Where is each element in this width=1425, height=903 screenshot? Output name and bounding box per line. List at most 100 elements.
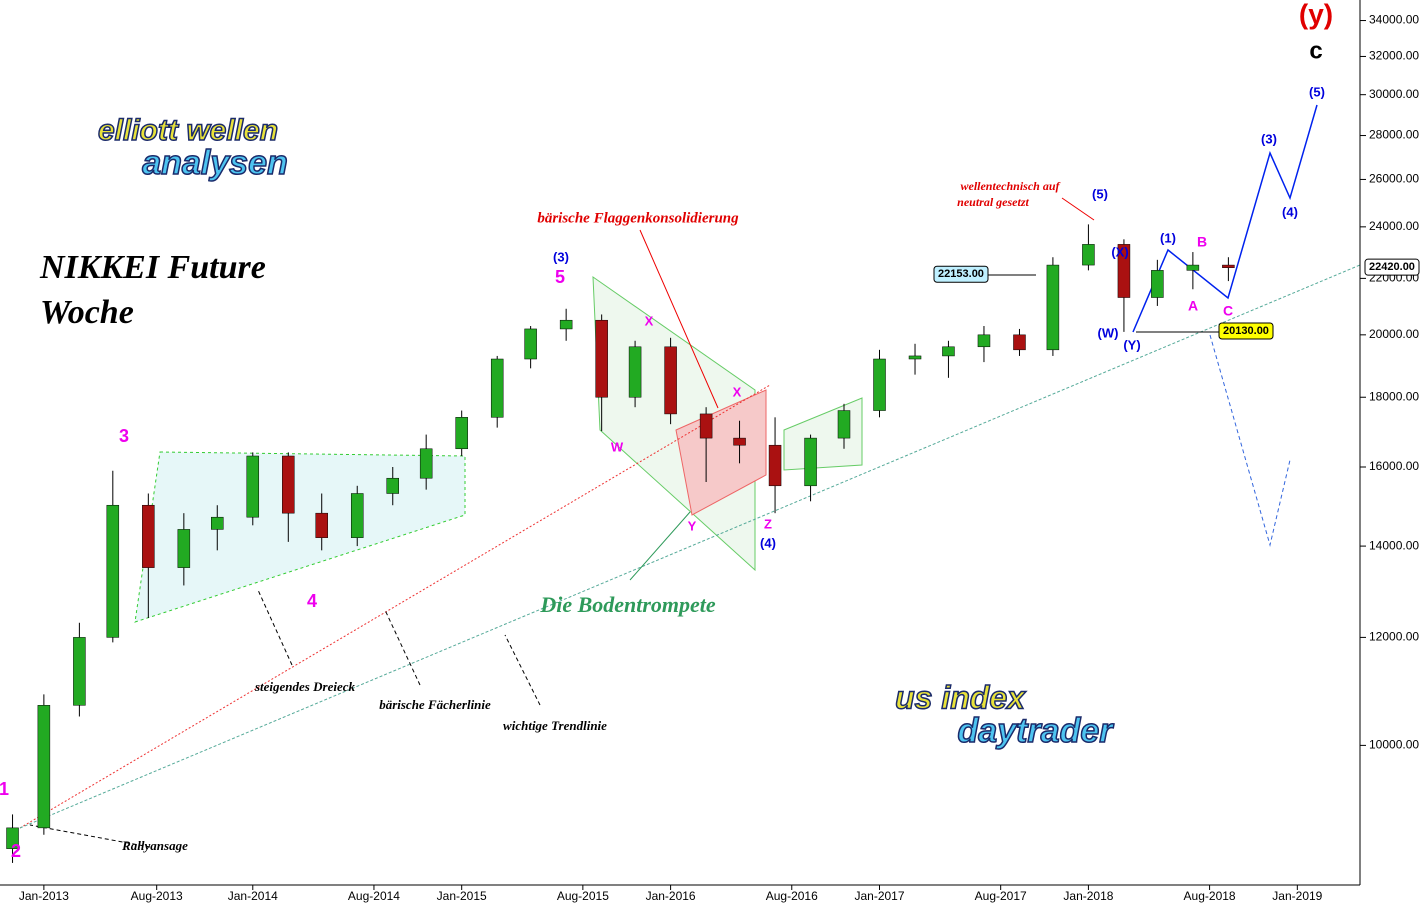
x-tick-label: Aug-2017: [975, 889, 1027, 903]
annotation: neutral gesetzt: [957, 195, 1029, 209]
logo-text: us index: [895, 679, 1026, 715]
trend-line: [19, 264, 1361, 829]
x-tick-label: Jan-2017: [854, 889, 904, 903]
annotation: 2: [11, 841, 21, 861]
annotation: X: [733, 384, 742, 399]
annotation: (4): [760, 535, 776, 550]
y-tick-label: 26000.00: [1369, 172, 1419, 186]
annotation: Rallyansage: [121, 838, 188, 853]
y-tick-label: 28000.00: [1369, 128, 1419, 142]
annotation: (W): [1098, 325, 1119, 340]
annotation: bärische Flaggenkonsolidierung: [537, 210, 739, 226]
annotation: A: [1188, 298, 1198, 314]
y-tick-label: 20000.00: [1369, 327, 1419, 341]
y-tick-label: 34000.00: [1369, 13, 1419, 27]
price-label: 22420.00: [1369, 261, 1415, 273]
candle-body: [628, 346, 642, 398]
candle-body: [1186, 264, 1200, 271]
annotation: Z: [764, 516, 772, 531]
x-tick-label: Jan-2016: [646, 889, 696, 903]
x-tick-label: Aug-2018: [1184, 889, 1236, 903]
candle-body: [1013, 334, 1026, 351]
x-tick-label: Jan-2013: [19, 889, 69, 903]
candle-body: [664, 346, 677, 415]
annotation: wichtige Trendlinie: [503, 718, 607, 733]
candle-body: [177, 529, 191, 568]
logo-text: elliott wellen: [98, 114, 278, 147]
x-tick-label: Jan-2019: [1272, 889, 1322, 903]
candle-body: [6, 827, 19, 849]
annotation: B: [1197, 234, 1207, 250]
annotation: Woche: [40, 294, 134, 331]
arrows: [29, 589, 541, 848]
annotation: steigendes Dreieck: [254, 679, 356, 694]
annotation: bärische Fächerlinie: [379, 697, 491, 712]
annotation: (3): [1261, 131, 1277, 146]
annotation: wellentechnisch auf: [960, 179, 1060, 193]
x-tick-label: Aug-2014: [348, 889, 400, 903]
candle-body: [350, 493, 364, 538]
annotation: 1: [0, 779, 9, 799]
candle-body: [804, 437, 817, 487]
x-tick-label: Jan-2018: [1063, 889, 1113, 903]
annotation: (X): [1111, 244, 1128, 259]
annotation: NIKKEI Future: [39, 249, 266, 286]
y-tick-label: 30000.00: [1369, 87, 1419, 101]
candle-body: [386, 477, 399, 494]
annotation: (4): [1282, 204, 1298, 219]
annotation: (5): [1092, 186, 1108, 201]
annotation: (Y): [1123, 337, 1140, 352]
candle-body: [455, 417, 468, 450]
y-tick-label: 16000.00: [1369, 459, 1419, 473]
annotation: (y): [1299, 0, 1333, 29]
x-tick-label: Jan-2015: [437, 889, 487, 903]
fan-line: [19, 384, 771, 829]
price-label: 22153.00: [938, 268, 984, 280]
candle-body: [1117, 244, 1131, 298]
annotation: (1): [1160, 230, 1176, 245]
candle-body: [211, 516, 224, 530]
candle-body: [142, 504, 155, 568]
annotation: Y: [688, 518, 697, 533]
price-box: [1218, 322, 1274, 340]
annotation-arrow: [639, 229, 719, 409]
candle-body: [559, 319, 573, 330]
y-tick-label: 14000.00: [1369, 538, 1419, 552]
candle-body: [1222, 264, 1235, 268]
candle-body: [1151, 270, 1164, 298]
annotation: (5): [1309, 84, 1325, 99]
candle-body: [282, 455, 295, 514]
candle-body: [1082, 244, 1095, 266]
forecast-path: [1132, 104, 1318, 333]
x-tick-label: Aug-2016: [766, 889, 818, 903]
annotation-arrow: [629, 511, 691, 581]
candle-body: [315, 512, 328, 538]
logo-text: daytrader: [958, 712, 1115, 750]
candle-body: [419, 448, 433, 479]
y-tick-label: 10000.00: [1369, 738, 1419, 752]
y-tick-label: 32000.00: [1369, 49, 1419, 63]
annotation: 4: [307, 591, 317, 611]
price-box: [933, 265, 989, 283]
annotation: 5: [555, 267, 565, 287]
flag-zone: [675, 389, 767, 516]
price-box: [1364, 258, 1420, 276]
candle-body: [733, 437, 746, 446]
x-tick-label: Aug-2013: [131, 889, 183, 903]
candle-body: [768, 444, 782, 487]
annotation: X: [645, 313, 654, 328]
candle-body: [73, 637, 86, 706]
annotation: (3): [553, 249, 569, 264]
logo-text: analysen: [142, 144, 288, 182]
candle-body: [873, 358, 886, 411]
candle-body: [246, 455, 260, 518]
annotation: W: [611, 439, 624, 454]
x-tick-label: Jan-2014: [228, 889, 278, 903]
annotation: C: [1223, 303, 1233, 319]
annotation: c: [1309, 37, 1322, 64]
candle-body: [942, 346, 955, 357]
candle-body: [837, 410, 851, 439]
y-tick-label: 24000.00: [1369, 219, 1419, 233]
candle-body: [977, 334, 991, 348]
